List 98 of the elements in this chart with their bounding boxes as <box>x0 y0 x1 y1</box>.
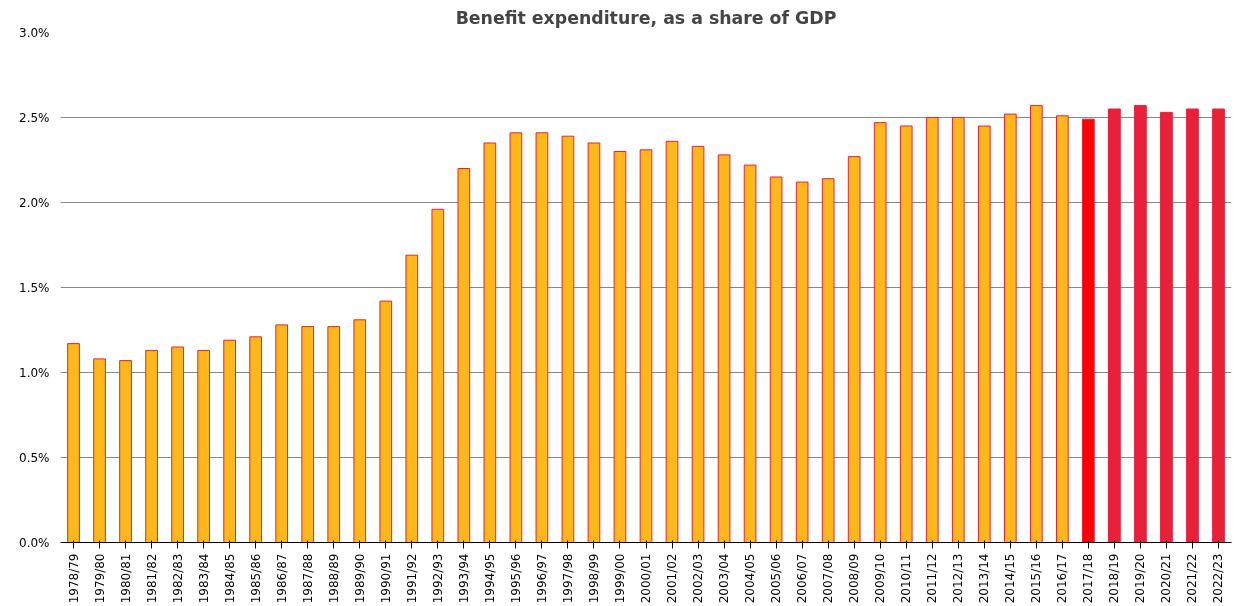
x-tick-label: 1989/90 <box>352 553 367 604</box>
x-tick-label: 2016/17 <box>1055 553 1070 604</box>
bar <box>587 142 601 543</box>
bar <box>67 343 80 543</box>
x-tick-label: 1991/92 <box>404 553 419 604</box>
bar <box>691 145 705 543</box>
x-tick-label: 1992/93 <box>430 553 445 604</box>
x-tick-label: 1998/99 <box>586 553 601 604</box>
bar <box>665 140 679 543</box>
x-tick-label: 1982/83 <box>170 553 185 604</box>
bar <box>1134 105 1147 543</box>
y-tick-label: 0.0% <box>19 535 50 550</box>
y-tick-label: 1.0% <box>19 365 50 380</box>
x-tick-label: 1985/86 <box>248 553 263 604</box>
x-tick-label: 1979/80 <box>92 553 107 604</box>
chart-title: Benefit expenditure, as a share of GDP <box>455 7 837 28</box>
bar <box>145 349 158 543</box>
bar <box>613 151 627 543</box>
bar <box>899 125 913 543</box>
x-tick-label: 2000/01 <box>639 553 653 604</box>
x-tick-label: 1983/84 <box>196 553 211 604</box>
bar <box>769 176 783 543</box>
x-tick-label: 1994/95 <box>482 553 497 604</box>
x-tick-label: 2007/08 <box>821 553 836 604</box>
x-tick-label: 1978/79 <box>66 553 81 604</box>
bar <box>483 142 497 543</box>
x-tick-label: 1996/97 <box>534 553 549 604</box>
bar <box>639 149 653 543</box>
x-tick-label: 1980/81 <box>118 553 133 604</box>
bar <box>1212 108 1225 543</box>
bar <box>275 324 289 543</box>
x-tick-label: 2005/06 <box>769 553 784 604</box>
bar <box>743 164 757 543</box>
bar <box>119 360 132 543</box>
x-tick-label: 1993/94 <box>456 553 471 604</box>
x-tick-label: 1990/91 <box>378 553 393 604</box>
bar <box>93 358 106 543</box>
x-tick-label: 1986/87 <box>274 553 289 604</box>
bar <box>171 346 184 543</box>
bar <box>353 319 367 543</box>
x-tick-label: 1984/85 <box>222 553 237 604</box>
bar <box>1029 105 1043 543</box>
bar <box>1108 108 1121 543</box>
bar <box>951 117 965 543</box>
bar <box>197 349 210 543</box>
bar <box>1082 118 1095 543</box>
x-tick-label: 2001/02 <box>665 553 680 604</box>
bar <box>561 135 575 543</box>
x-tick-label: 2014/15 <box>1003 553 1018 604</box>
bar <box>1160 111 1173 543</box>
bar <box>847 156 861 543</box>
bar <box>977 125 991 543</box>
x-tick-label: 2017/18 <box>1081 553 1096 604</box>
x-tick-label: 2018/19 <box>1107 553 1122 604</box>
bar <box>795 181 809 543</box>
bar <box>509 132 523 543</box>
bar <box>821 178 835 543</box>
bar <box>1003 113 1017 543</box>
x-tick-label: 2020/21 <box>1159 553 1174 604</box>
x-tick-label: 2021/22 <box>1185 553 1200 604</box>
bar <box>925 117 939 543</box>
bar <box>327 326 341 543</box>
bar <box>717 154 731 543</box>
x-tick-label: 2002/03 <box>691 553 706 604</box>
x-tick-label: 2022/23 <box>1211 553 1226 604</box>
y-tick-label: 2.5% <box>19 110 50 125</box>
bar <box>1186 108 1199 543</box>
bar <box>301 326 315 543</box>
x-tick-label: 2010/11 <box>899 553 914 604</box>
x-tick-label: 2003/04 <box>717 553 732 604</box>
x-tick-label: 2019/20 <box>1133 553 1148 604</box>
x-tick-label: 1997/98 <box>560 553 575 604</box>
x-tick-label: 2006/07 <box>795 553 810 604</box>
x-tick-label: 1995/96 <box>508 553 523 604</box>
x-tick-label: 1999/00 <box>612 553 627 604</box>
bar <box>457 168 471 543</box>
y-tick-label: 2.0% <box>19 195 50 210</box>
bar <box>873 122 887 543</box>
x-tick-label: 1988/89 <box>326 553 341 604</box>
bar <box>223 339 236 543</box>
bar <box>379 300 393 543</box>
x-tick-label: 2012/13 <box>951 553 966 604</box>
bar <box>405 254 419 543</box>
x-tick-label: 2004/05 <box>743 553 758 604</box>
x-tick-label: 1987/88 <box>300 553 315 604</box>
x-tick-label: 2008/09 <box>847 553 862 604</box>
y-tick-label: 3.0% <box>19 25 50 40</box>
x-tick-label: 1981/82 <box>144 553 159 604</box>
x-tick-label: 2009/10 <box>873 553 888 604</box>
x-tick-label: 2015/16 <box>1029 553 1044 604</box>
y-tick-label: 1.5% <box>19 280 50 295</box>
bar <box>249 336 263 543</box>
x-tick-label: 2011/12 <box>925 553 940 604</box>
y-tick-label: 0.5% <box>19 450 50 465</box>
bar <box>535 132 549 543</box>
x-tick-label: 2013/14 <box>977 553 992 604</box>
bar <box>1056 115 1069 543</box>
bar <box>431 208 445 543</box>
